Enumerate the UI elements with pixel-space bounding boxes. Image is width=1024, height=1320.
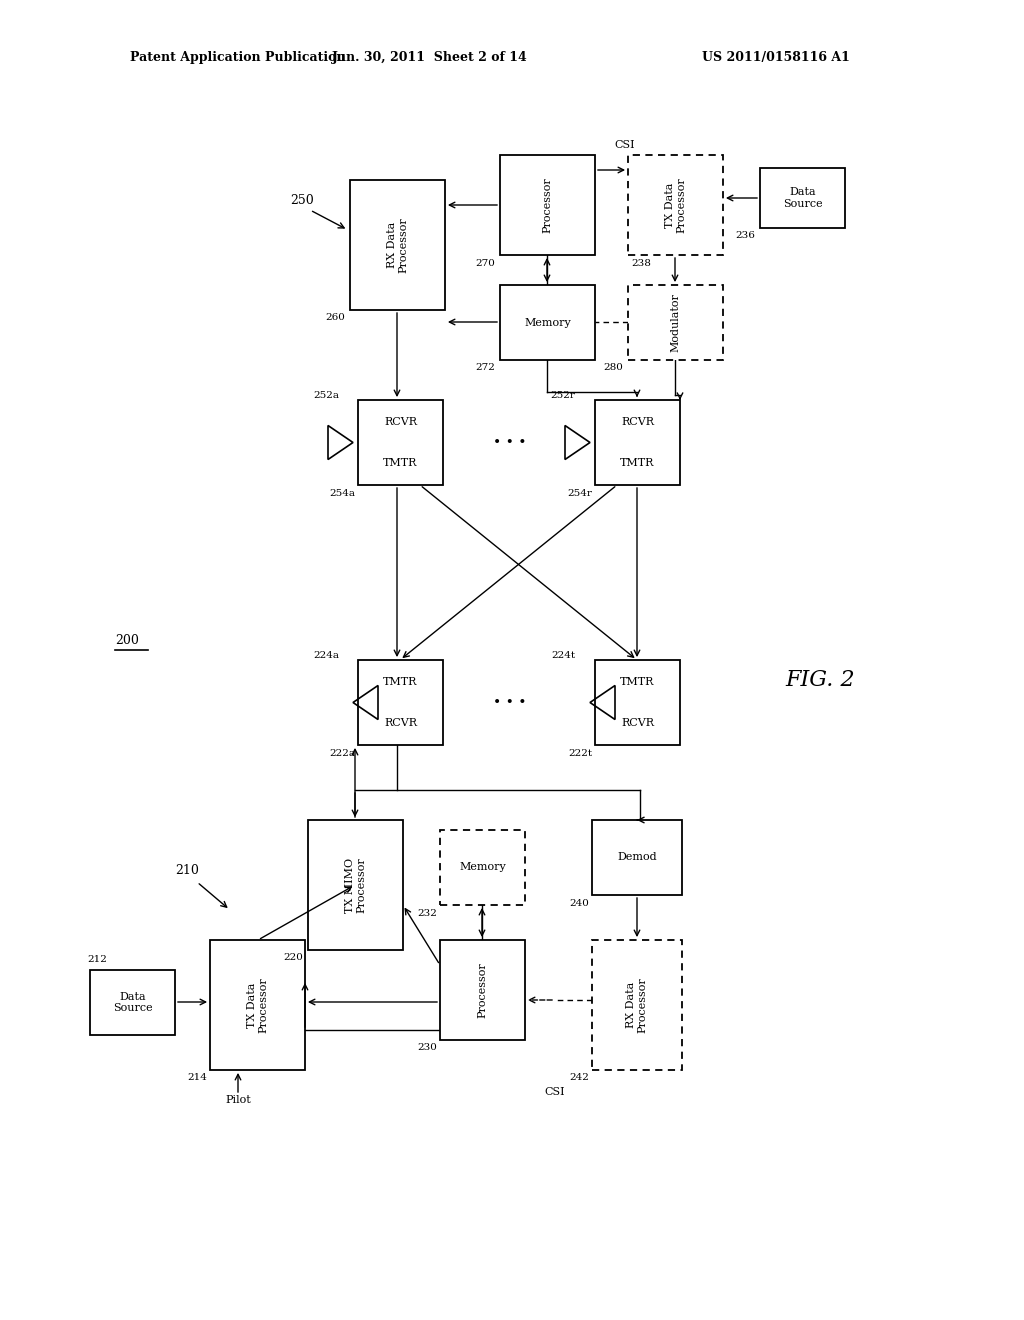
Bar bbox=[760, 168, 845, 228]
Text: RCVR: RCVR bbox=[384, 417, 417, 426]
Text: 224a: 224a bbox=[313, 651, 339, 660]
Text: TX Data
Processor: TX Data Processor bbox=[665, 177, 686, 232]
Text: TMTR: TMTR bbox=[383, 677, 418, 686]
Text: 232: 232 bbox=[417, 908, 437, 917]
Text: TX MIMO
Processor: TX MIMO Processor bbox=[345, 857, 367, 913]
Text: 200: 200 bbox=[115, 634, 139, 647]
Text: Modulator: Modulator bbox=[671, 293, 681, 352]
Bar bbox=[628, 285, 723, 360]
Bar bbox=[358, 400, 443, 484]
Text: TX Data
Processor: TX Data Processor bbox=[247, 977, 268, 1032]
Text: 252r: 252r bbox=[551, 391, 575, 400]
Bar bbox=[628, 154, 723, 255]
Text: Pilot: Pilot bbox=[225, 1096, 251, 1105]
Text: Memory: Memory bbox=[459, 862, 506, 873]
Text: 240: 240 bbox=[569, 899, 589, 908]
Text: TMTR: TMTR bbox=[383, 458, 418, 469]
Text: 212: 212 bbox=[87, 956, 106, 965]
Text: RX Data
Processor: RX Data Processor bbox=[627, 977, 648, 1032]
Text: 252a: 252a bbox=[313, 391, 339, 400]
Bar bbox=[350, 180, 445, 310]
Text: 242: 242 bbox=[569, 1073, 589, 1082]
Text: RCVR: RCVR bbox=[384, 718, 417, 729]
Text: 272: 272 bbox=[475, 363, 495, 372]
Text: RCVR: RCVR bbox=[621, 417, 654, 426]
Text: • • •: • • • bbox=[494, 696, 526, 710]
Text: 270: 270 bbox=[475, 259, 495, 268]
Bar bbox=[500, 154, 595, 255]
Text: TMTR: TMTR bbox=[621, 458, 654, 469]
Text: 280: 280 bbox=[603, 363, 623, 372]
Text: 236: 236 bbox=[735, 231, 755, 240]
Text: 222a: 222a bbox=[329, 748, 355, 758]
Text: 254a: 254a bbox=[329, 488, 355, 498]
Bar bbox=[440, 830, 525, 906]
Text: RX Data
Processor: RX Data Processor bbox=[387, 216, 409, 273]
Text: Patent Application Publication: Patent Application Publication bbox=[130, 51, 345, 65]
Bar bbox=[308, 820, 403, 950]
Text: • • •: • • • bbox=[494, 436, 526, 450]
Bar bbox=[358, 660, 443, 744]
Text: 230: 230 bbox=[417, 1044, 437, 1052]
Bar bbox=[592, 820, 682, 895]
Text: 220: 220 bbox=[283, 953, 303, 962]
Text: CSI: CSI bbox=[614, 140, 635, 150]
Text: 222t: 222t bbox=[568, 748, 592, 758]
Text: FIG. 2: FIG. 2 bbox=[785, 669, 855, 690]
Text: US 2011/0158116 A1: US 2011/0158116 A1 bbox=[702, 51, 850, 65]
Text: 250: 250 bbox=[290, 194, 313, 206]
Text: 210: 210 bbox=[175, 863, 199, 876]
Bar bbox=[90, 970, 175, 1035]
Text: Demod: Demod bbox=[617, 853, 656, 862]
Bar bbox=[440, 940, 525, 1040]
Bar bbox=[595, 400, 680, 484]
Text: TMTR: TMTR bbox=[621, 677, 654, 686]
Bar bbox=[592, 940, 682, 1071]
Text: 214: 214 bbox=[187, 1073, 207, 1082]
Text: 224t: 224t bbox=[551, 651, 575, 660]
Text: Jun. 30, 2011  Sheet 2 of 14: Jun. 30, 2011 Sheet 2 of 14 bbox=[332, 51, 528, 65]
Text: Processor: Processor bbox=[543, 177, 553, 232]
Text: 254r: 254r bbox=[567, 488, 592, 498]
Text: Memory: Memory bbox=[524, 318, 570, 327]
Text: 238: 238 bbox=[631, 259, 651, 268]
Text: Data
Source: Data Source bbox=[113, 991, 153, 1014]
Bar bbox=[210, 940, 305, 1071]
Bar bbox=[595, 660, 680, 744]
Text: CSI: CSI bbox=[545, 1086, 565, 1097]
Text: Data
Source: Data Source bbox=[782, 187, 822, 209]
Text: 260: 260 bbox=[326, 314, 345, 322]
Bar bbox=[500, 285, 595, 360]
Text: RCVR: RCVR bbox=[621, 718, 654, 729]
Text: Processor: Processor bbox=[477, 962, 487, 1018]
